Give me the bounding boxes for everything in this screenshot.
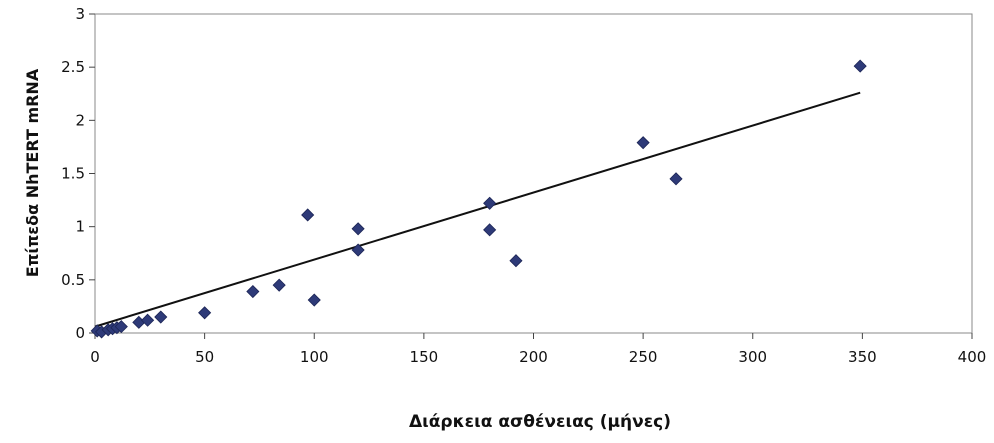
data-point <box>114 320 128 334</box>
x-tick-label: 350 <box>848 348 877 366</box>
data-point <box>141 313 155 327</box>
data-point <box>301 208 315 222</box>
y-tick-label: 3 <box>75 5 85 23</box>
data-point <box>307 293 321 307</box>
y-tick-label: 1 <box>75 218 85 236</box>
y-tick-label: 0 <box>75 324 85 342</box>
data-point <box>669 172 683 186</box>
data-point <box>853 59 867 73</box>
x-tick-label: 200 <box>519 348 548 366</box>
x-tick-label: 400 <box>958 348 987 366</box>
x-tick-label: 50 <box>195 348 214 366</box>
y-tick-label: 2 <box>75 111 85 129</box>
y-tick-label: 1.5 <box>61 165 85 183</box>
y-tick-label: 2.5 <box>61 58 85 76</box>
x-tick-label: 250 <box>629 348 658 366</box>
data-point <box>483 223 497 237</box>
x-tick-label: 150 <box>410 348 439 366</box>
x-axis-title: Διάρκεια ασθένειας (μήνες) <box>409 412 671 432</box>
trendline <box>94 91 861 328</box>
data-point <box>198 306 212 320</box>
x-tick-label: 300 <box>738 348 767 366</box>
data-point <box>636 136 650 150</box>
data-point <box>351 243 365 257</box>
data-point <box>509 254 523 268</box>
plot-area <box>94 13 973 334</box>
trendline-layer <box>94 91 861 328</box>
data-point <box>272 278 286 292</box>
data-point <box>351 222 365 236</box>
ticks-layer: 0 50 100 150 200 250 300 350 400 0 0.5 1 1.5 2 2.5 3 <box>61 5 986 366</box>
y-tick-label: 0.5 <box>61 271 85 289</box>
points-layer <box>90 59 867 339</box>
data-point <box>246 284 260 299</box>
x-tick-label: 100 <box>300 348 329 366</box>
x-tick-label: 0 <box>90 348 100 366</box>
data-point <box>154 310 168 324</box>
y-axis-title: Επίπεδα NhTERT mRNA <box>23 68 42 277</box>
data-point <box>483 196 497 210</box>
